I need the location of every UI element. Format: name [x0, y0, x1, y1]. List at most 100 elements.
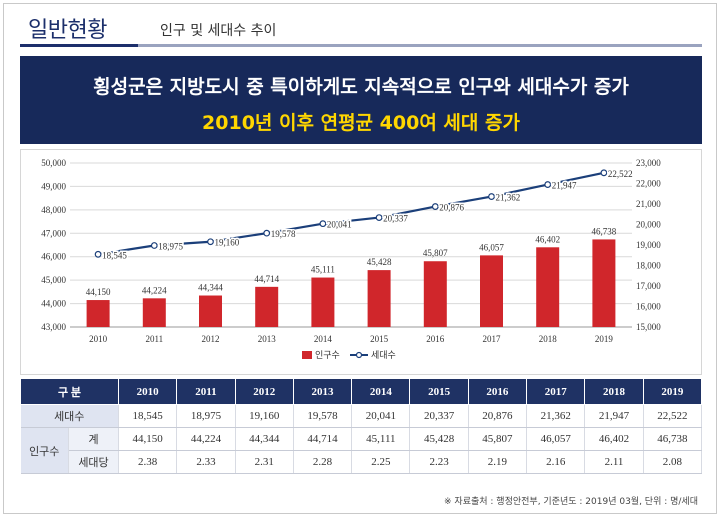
page-header: 일반현황 인구 및 세대수 추이: [20, 6, 700, 50]
households-cell: 20,876: [468, 404, 528, 428]
line-point: [544, 181, 552, 188]
y-right-tick-label: 15,000: [636, 322, 661, 332]
population-cell: 46,738: [643, 427, 703, 451]
y-right-tick-label: 20,000: [636, 220, 661, 230]
data-table: 구 분 2010 2011 2012 2013 2014 2015 2016 2017 2018 2…: [20, 378, 703, 474]
legend-label-households: 세대수: [371, 350, 396, 360]
y-left-tick-label: 48,000: [41, 205, 66, 215]
series-line-households: [97, 171, 605, 256]
population-cell: 44,224: [176, 427, 236, 451]
bar-data-label: 44,344: [198, 283, 223, 293]
population-household-chart: 43,000 44,000 45,000 46,000 47,000 48,000 49,0…: [41, 158, 661, 360]
bar: [86, 300, 110, 327]
line-point: [488, 193, 495, 200]
households-cell: 21,362: [526, 404, 586, 428]
legend-swatch-population: [302, 351, 312, 359]
bar: [367, 270, 391, 327]
header-rule: [20, 44, 702, 47]
line-data-label: 19,578: [271, 229, 296, 239]
per-household-cell: 2.38: [118, 450, 178, 474]
x-tick-label: 2010: [89, 334, 108, 344]
chart-frame: [20, 149, 702, 375]
population-cell: 45,111: [351, 427, 411, 451]
table-header-year: 2011: [176, 378, 236, 405]
households-cell: 19,578: [293, 404, 353, 428]
bar-data-label: 46,057: [479, 242, 504, 252]
per-household-cell: 2.11: [584, 450, 644, 474]
line-point: [600, 169, 608, 177]
line-data-label: 18,975: [158, 242, 183, 252]
x-tick-label: 2014: [314, 334, 333, 344]
line-data-label: 22,522: [608, 169, 633, 179]
bar: [536, 247, 560, 327]
x-tick-label: 2019: [595, 334, 614, 344]
line-data-label: 20,876: [439, 203, 464, 213]
y-left-tick-label: 46,000: [41, 252, 66, 262]
per-household-cell: 2.25: [351, 450, 411, 474]
y-left-tick-label: 43,000: [41, 322, 66, 332]
line-point: [207, 238, 214, 246]
population-cell: 45,807: [468, 427, 528, 451]
table-row-per-household: 세대당 2.38 2.33 2.31 2.28 2.25 2.23 2.19 2.16 2.11…: [21, 450, 703, 474]
households-cell: 22,522: [643, 404, 703, 428]
y-right-tick-label: 21,000: [636, 199, 661, 209]
per-household-cell: 2.08: [643, 450, 703, 474]
line-data-label: 21,362: [496, 193, 521, 203]
population-cell: 45,428: [409, 427, 469, 451]
table-header-year: 2010: [117, 378, 178, 405]
line-data-label: 18,545: [102, 250, 127, 260]
per-household-cell: 2.16: [526, 450, 586, 474]
x-tick-label: 2017: [483, 334, 502, 344]
source-note: ※ 자료출처 : 행정안전부, 기준년도 : 2019년 03월, 단위 : 명…: [444, 497, 698, 507]
bar: [311, 277, 335, 327]
headline-line-1: 횡성군은 지방도시 중 특이하게도 지속적으로 인구와 세대수가 증가: [93, 76, 629, 98]
table-header-year: 2012: [234, 378, 294, 405]
households-cell: 18,975: [176, 404, 236, 428]
x-tick-label: 2015: [370, 334, 389, 344]
page-subtitle: 인구 및 세대수 추이: [160, 23, 277, 39]
page-frame: [3, 3, 717, 514]
y-right-tick-label: 22,000: [636, 179, 661, 189]
per-household-cell: 2.23: [409, 450, 469, 474]
line-point: [263, 229, 271, 237]
x-tick-label: 2013: [258, 334, 277, 344]
households-cell: 18,545: [118, 404, 178, 428]
line-point: [375, 214, 383, 221]
population-cell: 46,057: [526, 427, 586, 451]
line-data-label: 19,160: [215, 238, 240, 248]
y-left-tick-label: 49,000: [41, 181, 66, 191]
row-label-per-household: 세대당: [68, 450, 119, 474]
y-right-tick-label: 16,000: [636, 302, 661, 312]
headline-banner: 횡성군은 지방도시 중 특이하게도 지속적으로 인구와 세대수가 증가 2010…: [20, 56, 702, 144]
x-tick-label: 2011: [145, 334, 163, 344]
y-right-tick-label: 19,000: [636, 240, 661, 250]
bar: [199, 295, 222, 327]
bar-data-label: 45,111: [311, 265, 335, 275]
table-header-year: 2013: [292, 378, 353, 405]
legend-swatch-households-point: [355, 351, 363, 359]
x-tick-label: 2018: [539, 334, 558, 344]
line-data-label: 20,337: [383, 214, 408, 224]
y-right-tick-label: 23,000: [636, 158, 661, 168]
table-header-category: 구 분: [20, 378, 119, 405]
y-right-tick-label: 17,000: [636, 281, 661, 291]
section-title: 일반현황: [28, 18, 107, 43]
row-label-households: 세대수: [20, 404, 119, 428]
population-cell: 44,344: [235, 427, 294, 451]
per-household-cell: 2.19: [468, 450, 528, 474]
households-cell: 21,947: [584, 404, 644, 428]
row-label-total: 계: [68, 427, 119, 451]
table-header-year: 2017: [526, 378, 586, 405]
households-cell: 20,337: [409, 404, 469, 428]
y-left-tick-label: 50,000: [41, 158, 66, 168]
line-point: [431, 203, 439, 210]
bar: [423, 261, 447, 327]
bar-data-label: 46,402: [535, 234, 560, 244]
bar-data-label: 45,807: [423, 248, 448, 258]
line-data-label: 21,947: [552, 181, 577, 191]
y-left-tick-label: 45,000: [41, 275, 66, 285]
line-point: [94, 250, 102, 258]
line-point: [319, 220, 327, 228]
bar: [592, 239, 616, 327]
y-left-tick-label: 47,000: [41, 228, 66, 238]
